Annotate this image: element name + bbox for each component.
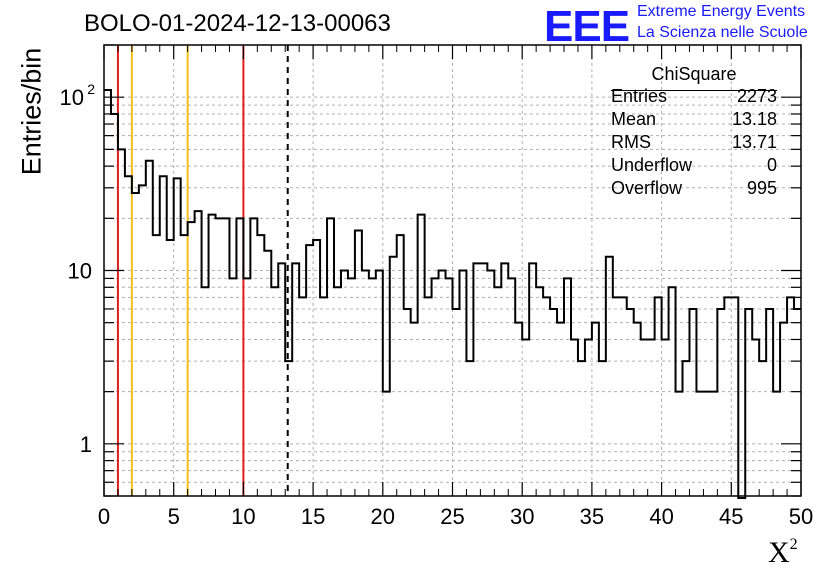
x-axis-label-base: X (768, 536, 790, 569)
x-tick-label: 40 (649, 504, 673, 529)
x-tick-label: 5 (168, 504, 180, 529)
stats-box: ChiSquare Entries 2273 Mean 13.18 RMS 13.71… (611, 64, 777, 200)
x-axis-label: X2 (768, 536, 798, 570)
stats-row-rms: RMS 13.71 (611, 131, 777, 154)
x-tick-label: 30 (510, 504, 534, 529)
stats-row-underflow: Underflow 0 (611, 154, 777, 177)
x-axis-label-superscript: 2 (789, 536, 798, 553)
y-tick-label: 10 (68, 259, 92, 284)
x-tick-label: 0 (98, 504, 110, 529)
stats-value: 995 (746, 178, 777, 198)
x-tick-label: 10 (231, 504, 255, 529)
stats-divider (611, 90, 777, 91)
y-tick-label: 1 (80, 432, 92, 457)
stats-title: ChiSquare (651, 64, 737, 84)
stats-label: Overflow (611, 178, 683, 198)
stats-value: 13.18 (731, 109, 777, 129)
eee-logo: EEE (544, 2, 630, 51)
x-tick-label: 20 (371, 504, 395, 529)
stats-value: 0 (766, 155, 777, 175)
y-tick-label: 10 (60, 85, 84, 110)
stats-label: Underflow (611, 155, 693, 175)
y-axis-label: Entries/bin (16, 47, 47, 176)
stats-value: 13.71 (731, 132, 777, 152)
stats-row-mean: Mean 13.18 (611, 108, 777, 131)
plot-title: BOLO-01-2024-12-13-00063 (84, 10, 391, 37)
histogram-series (104, 89, 801, 499)
stats-row-overflow: Overflow 995 (611, 177, 777, 200)
x-tick-label: 35 (580, 504, 604, 529)
stats-value: 2273 (736, 86, 777, 106)
y-tick-label-exponent: 2 (87, 81, 95, 97)
stats-label: RMS (611, 132, 651, 152)
x-tick-label: 25 (440, 504, 464, 529)
x-tick-label: 45 (719, 504, 743, 529)
stats-row-entries: Entries 2273 (611, 85, 777, 108)
logo-caption-line2: La Scienza nelle Scuole (637, 24, 808, 41)
plot-frame (103, 44, 802, 497)
x-tick-label: 50 (789, 504, 813, 529)
x-tick-label: 15 (301, 504, 325, 529)
stats-label: Entries (611, 86, 668, 106)
stats-label: Mean (611, 109, 657, 129)
logo-caption-line1: Extreme Energy Events (637, 3, 806, 20)
